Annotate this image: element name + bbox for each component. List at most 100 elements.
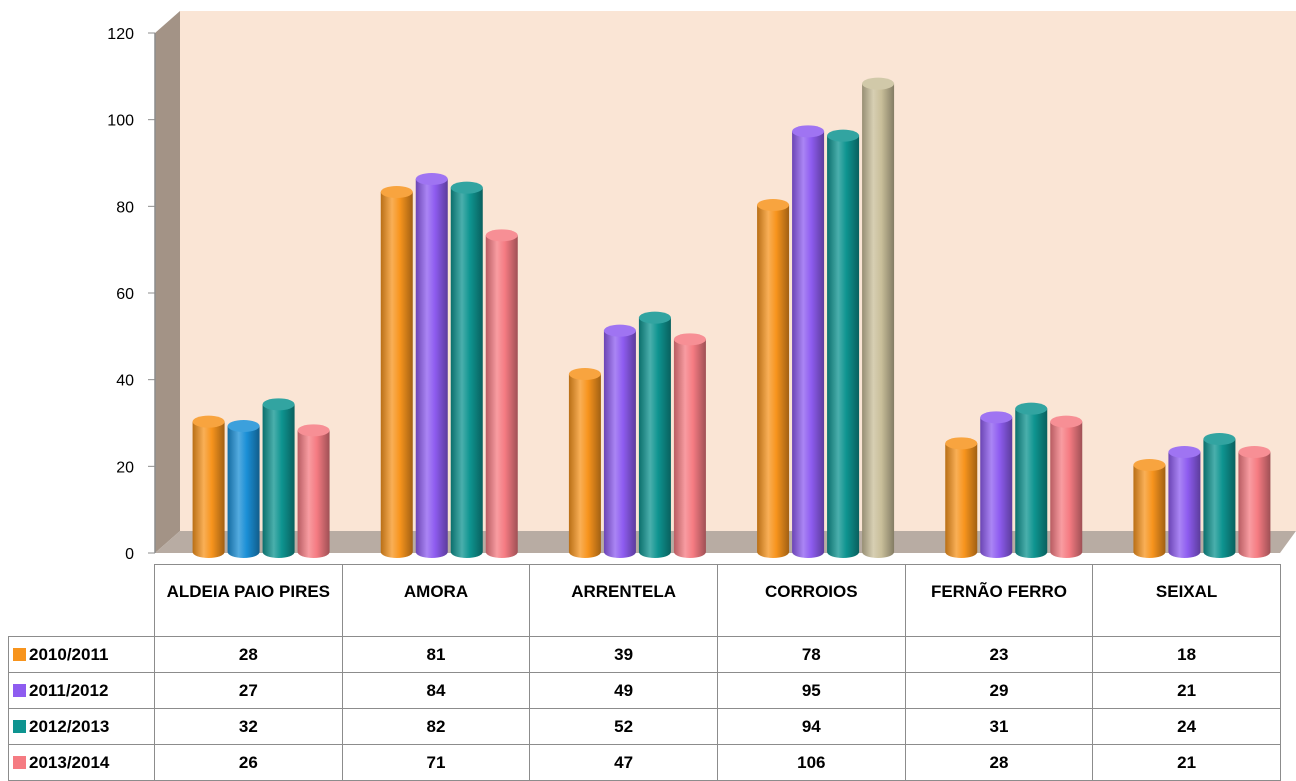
bar xyxy=(380,186,413,558)
bar-cap xyxy=(1238,446,1271,458)
bar xyxy=(415,173,448,558)
bar-body xyxy=(862,83,895,559)
bar-body xyxy=(1133,465,1166,558)
category-label: SEIXAL xyxy=(1092,564,1281,637)
bar-cap xyxy=(568,368,601,380)
bar-body xyxy=(945,443,978,558)
bar-cap xyxy=(792,125,825,138)
bar-cap xyxy=(192,415,225,428)
bar xyxy=(1050,415,1083,558)
bar xyxy=(792,125,825,559)
bar-body xyxy=(1050,421,1083,558)
table-cell: 29 xyxy=(904,672,1094,709)
bar-cap xyxy=(415,173,448,185)
bar xyxy=(262,398,295,558)
table-cell: 39 xyxy=(529,636,718,673)
table-cell: 49 xyxy=(529,672,718,709)
bar xyxy=(1203,433,1236,558)
bar-cap xyxy=(1168,446,1201,458)
bar xyxy=(485,229,518,559)
y-tick-label: 0 xyxy=(125,546,134,563)
table-cell: 71 xyxy=(341,744,531,781)
data-table: ALDEIA PAIO PIRES AMORA ARRENTELA CORROIOS F… xyxy=(8,564,1281,781)
table-row: 2010/2011 28 81 39 78 23 18 xyxy=(8,636,1281,673)
category-label: ALDEIA PAIO PIRES xyxy=(154,564,343,637)
bar-body xyxy=(1238,452,1271,558)
table-cell: 21 xyxy=(1092,672,1281,709)
table-cell: 95 xyxy=(716,672,906,709)
bar xyxy=(603,324,636,558)
table-cell: 18 xyxy=(1092,636,1281,673)
bar-body xyxy=(1015,408,1048,558)
bar-cap xyxy=(1050,415,1083,428)
bar-cap xyxy=(1015,402,1048,415)
table-cell: 26 xyxy=(154,744,343,781)
table-cell: 82 xyxy=(341,708,531,745)
table-row: 2011/2012 27 84 49 95 29 21 xyxy=(8,672,1281,709)
series-legend-cell: 2012/2013 xyxy=(8,708,155,745)
bar-cap xyxy=(673,333,706,346)
series-name: 2010/2011 xyxy=(29,644,109,664)
table-cell: 106 xyxy=(716,744,906,781)
bar-cap xyxy=(980,411,1013,424)
series-legend-cell: 2011/2012 xyxy=(8,672,155,709)
table-cell: 78 xyxy=(716,636,906,673)
bar-body xyxy=(450,187,483,558)
bar-cap xyxy=(945,437,978,450)
bar-body xyxy=(227,426,260,558)
table-cell: 24 xyxy=(1092,708,1281,745)
bar xyxy=(862,77,895,559)
bar-cap xyxy=(603,324,636,337)
bar-cap xyxy=(227,420,260,432)
bar-body xyxy=(380,192,413,558)
bar-cap xyxy=(862,77,895,90)
bar-body xyxy=(262,404,295,558)
bar-cap xyxy=(450,181,483,194)
bar xyxy=(673,333,706,558)
table-cell: 31 xyxy=(904,708,1094,745)
table-row: 2013/2014 26 71 47 106 28 21 xyxy=(8,744,1281,781)
table-row: 2012/2013 32 82 52 94 31 24 xyxy=(8,708,1281,745)
bar-body xyxy=(980,417,1013,558)
bar-cap xyxy=(485,229,518,242)
bar xyxy=(1015,402,1048,558)
y-tick-label: 120 xyxy=(107,26,134,43)
category-label: AMORA xyxy=(341,564,531,637)
table-cell: 81 xyxy=(341,636,531,673)
table-cell: 28 xyxy=(904,744,1094,781)
y-tick-label: 60 xyxy=(116,286,134,303)
y-tick-label: 80 xyxy=(116,199,134,216)
bar-cap xyxy=(638,311,671,324)
series-name: 2013/2014 xyxy=(29,752,110,772)
bar xyxy=(945,437,978,558)
legend-swatch xyxy=(13,647,26,661)
table-cell: 94 xyxy=(716,708,906,745)
bar-cap xyxy=(757,199,790,211)
bar xyxy=(638,311,671,558)
bar-body xyxy=(415,179,448,558)
bar xyxy=(450,181,483,558)
bar-body xyxy=(757,205,790,558)
legend-swatch xyxy=(13,719,26,733)
table-cell: 47 xyxy=(529,744,718,781)
bar xyxy=(1168,446,1201,558)
series-name: 2011/2012 xyxy=(29,680,109,700)
bar-body xyxy=(1203,439,1236,558)
table-corner xyxy=(9,565,155,637)
bar xyxy=(1238,446,1271,558)
category-label: CORROIOS xyxy=(716,564,906,637)
category-label: ARRENTELA xyxy=(529,564,718,637)
bar xyxy=(757,199,790,558)
chart-svg: 0 20 40 60 80 100 120 xyxy=(107,11,1296,563)
bar-cap xyxy=(380,186,413,198)
legend-swatch xyxy=(13,755,26,769)
bar-cap xyxy=(262,398,295,411)
bar-body xyxy=(827,135,860,558)
table-cell: 28 xyxy=(154,636,343,673)
legend-swatch xyxy=(13,683,26,697)
bar-body xyxy=(485,235,518,559)
table-cell: 27 xyxy=(154,672,343,709)
bar xyxy=(980,411,1013,558)
table-cell: 84 xyxy=(341,672,531,709)
